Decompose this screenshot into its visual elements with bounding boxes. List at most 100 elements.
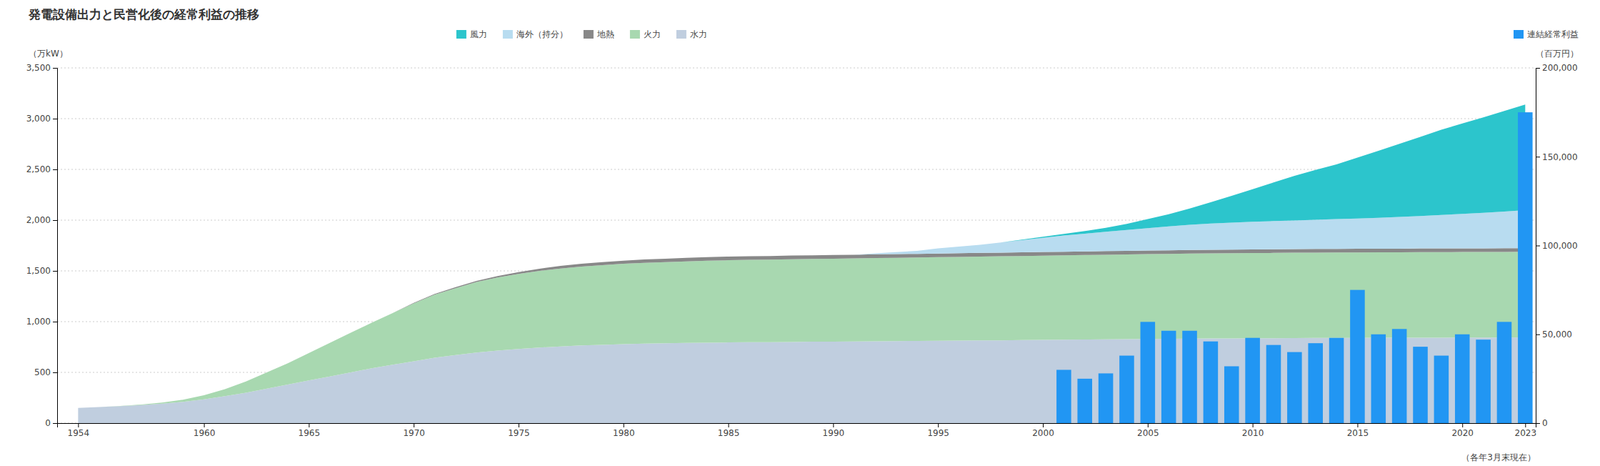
- plot: 1954 1960 1965 1970 1975 1980 1985 1990 1995 2000…: [26, 62, 1578, 438]
- tick-label: 1960: [193, 427, 216, 438]
- legend-label: 連結経常利益: [1527, 29, 1579, 40]
- bar: [1161, 330, 1177, 423]
- grid-line: [57, 67, 1536, 69]
- tick: 2010: [1242, 422, 1265, 438]
- tick: 2,000: [26, 215, 58, 225]
- bar: [1098, 372, 1114, 423]
- tick-label: 2005: [1137, 427, 1160, 438]
- bar: [1412, 346, 1428, 423]
- tick: 2005: [1137, 422, 1160, 438]
- chart-container: 1954 1960 1965 1970 1975 1980 1985 1990 1995 2000…: [0, 0, 1600, 466]
- tick-label: 0: [45, 417, 51, 428]
- tick: 50,000: [1535, 329, 1573, 340]
- legend-label: 地熱: [596, 29, 615, 40]
- tick: 1,000: [26, 316, 58, 327]
- tick-label: 1,500: [26, 265, 51, 276]
- legend: 風力海外（持分）地熱火力水力: [456, 29, 708, 40]
- tick-mark: [1535, 156, 1540, 158]
- legend-label: 火力: [643, 29, 661, 40]
- y-axis-label: （万kW）: [28, 48, 68, 59]
- tick-label: 1970: [402, 427, 425, 438]
- tick: 2023: [1515, 422, 1538, 438]
- legend-label: 海外（持分）: [516, 29, 568, 40]
- tick-mark: [52, 422, 58, 424]
- tick: 3,000: [26, 113, 58, 124]
- bar: [1245, 337, 1260, 423]
- axis-line: [57, 423, 1537, 428]
- legend-item: 火力: [630, 29, 661, 40]
- tick: 0: [1535, 417, 1548, 428]
- tick-mark: [623, 422, 625, 428]
- tick-label: 2,000: [26, 215, 51, 225]
- tick: 1995: [927, 422, 950, 438]
- tick-label: 1980: [612, 427, 635, 438]
- tick-label: 1985: [717, 427, 740, 438]
- tick-mark: [52, 321, 58, 323]
- legend-item: 海外（持分）: [502, 29, 568, 40]
- tick-mark: [204, 422, 205, 428]
- tick-label: 3,000: [26, 113, 51, 124]
- tick-label: 2020: [1451, 427, 1474, 438]
- bar: [1077, 378, 1093, 423]
- tick: 2020: [1451, 422, 1474, 438]
- tick-mark: [413, 422, 415, 428]
- tick: 2015: [1347, 422, 1370, 438]
- tick-mark: [52, 220, 58, 221]
- grid-line: [57, 118, 1536, 120]
- tick-mark: [1462, 422, 1463, 428]
- bar: [1455, 334, 1470, 423]
- tick-label: 2010: [1242, 427, 1265, 438]
- tick-mark: [728, 422, 730, 428]
- tick: 1975: [507, 422, 530, 438]
- tick: 1,500: [26, 265, 58, 276]
- tick: 1990: [822, 422, 845, 438]
- tick-label: 3,500: [26, 62, 51, 73]
- tick: 1965: [298, 422, 321, 438]
- bar: [1140, 321, 1156, 423]
- legend-swatch: [583, 30, 594, 39]
- tick-label: 200,000: [1542, 62, 1578, 73]
- legend-swatch: [456, 30, 467, 39]
- tick-mark: [937, 422, 939, 428]
- axis-line: [52, 68, 58, 424]
- bar: [1307, 342, 1323, 423]
- tick: 100,000: [1535, 240, 1578, 251]
- tick-mark: [1535, 334, 1540, 335]
- y2-axis-label: （百万円）: [1535, 48, 1579, 59]
- legend-swatch: [1513, 30, 1524, 39]
- bar: [1287, 352, 1303, 423]
- tick: 500: [34, 367, 58, 378]
- tick-label: 1,000: [26, 316, 51, 327]
- tick: 1980: [612, 422, 635, 438]
- areas: [77, 104, 1525, 423]
- tick: 1985: [717, 422, 740, 438]
- tick: 150,000: [1535, 152, 1578, 163]
- annotation: （各年3月末現在）: [1461, 452, 1536, 463]
- bars: [1056, 112, 1533, 423]
- tick: 1960: [193, 422, 216, 438]
- tick-label: 2,500: [26, 164, 51, 175]
- tick-mark: [52, 67, 58, 69]
- tick-label: 100,000: [1542, 240, 1578, 251]
- bar: [1056, 369, 1072, 423]
- y2-axis: 0 50,000 100,000 150,000 200,000: [1535, 62, 1578, 428]
- grid: [57, 67, 1536, 423]
- bar: [1266, 345, 1282, 423]
- tick-label: 1995: [927, 427, 950, 438]
- bar: [1119, 355, 1135, 423]
- tick: 1954: [67, 422, 90, 438]
- bar: [1350, 290, 1365, 423]
- bar: [1475, 339, 1491, 423]
- bar: [1203, 341, 1219, 423]
- tick-label: 1990: [822, 427, 845, 438]
- bar: [1224, 365, 1240, 423]
- tick-label: 1965: [298, 427, 321, 438]
- tick-mark: [77, 422, 79, 428]
- tick-label: 0: [1542, 417, 1548, 428]
- tick-mark: [1525, 422, 1526, 428]
- tick-mark: [1535, 245, 1540, 247]
- tick-label: 500: [34, 367, 51, 378]
- tick-label: 2000: [1032, 427, 1055, 438]
- tick-label: 150,000: [1542, 152, 1578, 163]
- chart-svg: 1954 1960 1965 1970 1975 1980 1985 1990 1995 2000…: [0, 0, 1600, 466]
